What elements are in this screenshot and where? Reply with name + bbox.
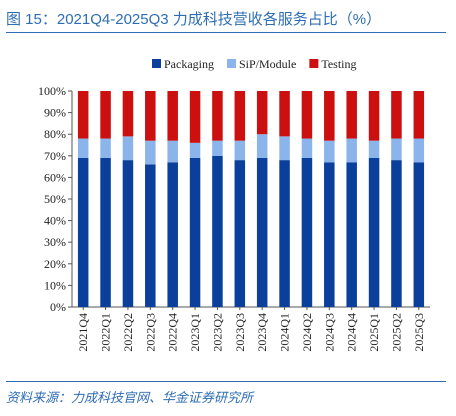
x-tick-label: 2025Q2 <box>389 313 403 352</box>
bar-sip-module <box>100 138 111 158</box>
bar-packaging <box>167 162 178 307</box>
bar-packaging <box>212 155 223 307</box>
x-tick-label: 2023Q1 <box>188 313 202 352</box>
bar-testing <box>256 91 268 135</box>
bar-testing <box>122 91 134 137</box>
y-tick-label: 20% <box>44 257 66 271</box>
source-rule <box>6 381 446 382</box>
bar-testing <box>167 91 178 141</box>
bar-sip-module <box>413 138 425 163</box>
bar-packaging <box>100 157 111 307</box>
y-tick-label: 60% <box>44 170 66 184</box>
bar-sip-module <box>368 140 380 158</box>
bar-sip-module <box>324 140 335 163</box>
bar-packaging <box>279 160 290 307</box>
bar-sip-module <box>122 136 134 161</box>
bar-packaging <box>122 160 134 307</box>
bar-packaging <box>145 164 156 307</box>
bar-packaging <box>234 160 246 307</box>
y-tick-label: 10% <box>44 278 66 292</box>
bar-sip-module <box>212 140 223 156</box>
x-tick-label: 2024Q4 <box>345 313 359 352</box>
bar-testing <box>368 91 380 141</box>
bar-packaging <box>413 162 425 307</box>
bar-sip-module <box>391 138 402 161</box>
bar-testing <box>346 91 357 139</box>
bar-sip-module <box>256 134 268 158</box>
y-tick-label: 100% <box>38 84 66 98</box>
bar-packaging <box>256 157 268 307</box>
legend-label-sip-module: SiP/Module <box>239 57 296 71</box>
x-tick-label: 2023Q2 <box>210 313 224 352</box>
y-tick-label: 90% <box>44 106 66 120</box>
bar-sip-module <box>167 140 178 163</box>
bar-packaging <box>324 162 335 307</box>
y-tick-label: 70% <box>44 149 66 163</box>
bar-packaging <box>391 160 402 307</box>
y-tick-label: 80% <box>44 127 66 141</box>
y-tick-label: 50% <box>44 192 66 206</box>
x-tick-label: 2022Q2 <box>121 313 135 352</box>
x-tick-label: 2025Q3 <box>412 313 426 352</box>
bar-sip-module <box>234 140 246 161</box>
y-tick-label: 0% <box>50 300 66 314</box>
bar-testing <box>324 91 335 141</box>
bar-testing <box>212 91 223 141</box>
bar-sip-module <box>145 140 156 165</box>
bar-sip-module <box>279 136 290 161</box>
legend-label-testing: Testing <box>321 57 356 71</box>
legend-swatch-testing <box>309 59 319 68</box>
x-tick-label: 2021Q4 <box>76 313 90 352</box>
bar-testing <box>413 91 425 139</box>
legend-label-packaging: Packaging <box>164 57 214 71</box>
source-note: 资料来源：力成科技官网、华金证券研究所 <box>6 390 254 405</box>
title-rule <box>6 32 446 33</box>
bar-testing <box>279 91 290 137</box>
x-tick-label: 2022Q4 <box>166 313 180 352</box>
bar-testing <box>189 91 201 143</box>
bar-sip-module <box>77 138 89 158</box>
bar-sip-module <box>346 138 357 163</box>
bar-packaging <box>368 157 380 307</box>
legend-swatch-sip-module <box>227 59 236 68</box>
bar-packaging <box>301 157 313 307</box>
x-tick-label: 2023Q3 <box>233 313 247 352</box>
legend-swatch-packaging <box>152 59 161 68</box>
bar-packaging <box>346 162 357 307</box>
x-tick-label: 2023Q4 <box>255 313 269 352</box>
y-tick-label: 40% <box>44 214 66 228</box>
x-tick-label: 2024Q3 <box>322 313 336 352</box>
bar-testing <box>145 91 156 141</box>
bar-testing <box>77 91 89 139</box>
bar-packaging <box>77 157 89 307</box>
x-tick-label: 2024Q2 <box>300 313 314 352</box>
x-tick-label: 2022Q3 <box>143 313 157 352</box>
bar-testing <box>100 91 111 139</box>
x-tick-label: 2024Q1 <box>278 313 292 352</box>
bar-testing <box>234 91 246 141</box>
bar-packaging <box>189 157 201 307</box>
x-tick-label: 2022Q1 <box>99 313 113 352</box>
bar-testing <box>391 91 402 139</box>
x-tick-label: 2025Q1 <box>367 313 381 352</box>
bar-sip-module <box>301 138 313 158</box>
figure-title: 图 15：2021Q4-2025Q3 力成科技营收各服务占比（%） <box>6 11 382 28</box>
y-tick-label: 30% <box>44 235 66 249</box>
bar-sip-module <box>189 142 201 158</box>
bar-testing <box>301 91 313 139</box>
